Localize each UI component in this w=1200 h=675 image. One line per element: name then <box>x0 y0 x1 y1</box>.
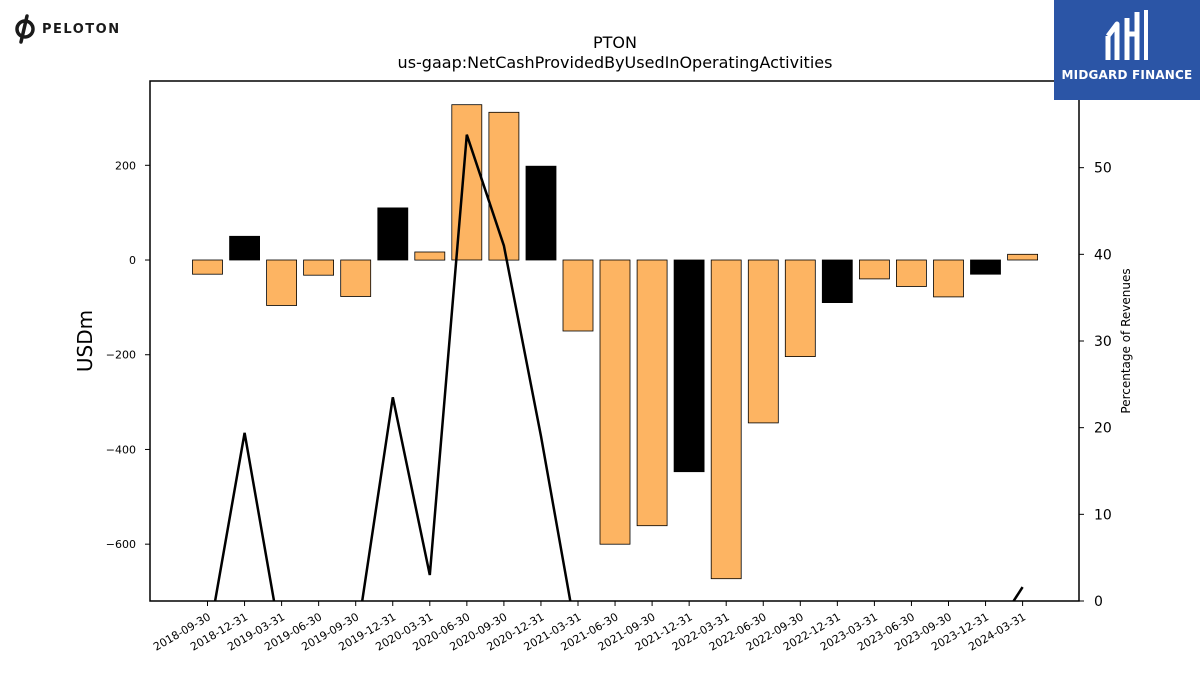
bar-2024-03-31 <box>1007 253 1038 261</box>
bar-2019-03-31 <box>266 259 298 306</box>
y-axis-left: −600 −400 −200 0 200 <box>106 159 150 551</box>
x-axis: 2018-09-302018-12-312019-03-312019-06-30… <box>151 601 1028 654</box>
bar-2019-09-30 <box>340 259 372 297</box>
bar-2019-12-31 <box>377 207 409 261</box>
bar-2021-09-30 <box>636 259 668 527</box>
bar-2023-09-30 <box>933 259 964 298</box>
y-tick-label: −400 <box>106 443 136 456</box>
y2-tick-label: 20 <box>1094 421 1112 437</box>
bar-2021-12-31 <box>673 259 705 473</box>
y-tick-label: −200 <box>106 349 136 362</box>
peloton-wordmark: PELOTON <box>42 21 121 37</box>
bar-2018-09-30 <box>192 259 223 275</box>
y2-tick-label: 0 <box>1094 594 1103 610</box>
bar-2020-09-30 <box>488 111 520 261</box>
y-tick-label: −600 <box>106 538 136 551</box>
bar-2022-06-30 <box>747 259 779 424</box>
midgard-finance-logo: MIDGARD FINANCE <box>1054 0 1200 100</box>
bar-2023-12-31 <box>970 259 1001 275</box>
y-axis-label: USDm <box>73 310 97 372</box>
midgard-wordmark: MIDGARD FINANCE <box>1061 68 1193 82</box>
bar-2022-09-30 <box>784 259 816 357</box>
y-tick-label: 200 <box>115 159 136 172</box>
peloton-logo: PELOTON <box>14 14 121 44</box>
bar-2023-06-30 <box>896 259 927 287</box>
y2-tick-label: 10 <box>1094 507 1112 523</box>
bar-2020-06-30 <box>451 104 483 261</box>
bar-2020-03-31 <box>414 251 446 261</box>
y2-tick-label: 50 <box>1094 161 1112 177</box>
bar-series <box>192 104 1038 580</box>
midgard-mark-icon <box>1105 10 1148 60</box>
chart-subtitle: us-gaap:NetCashProvidedByUsedInOperating… <box>398 53 833 72</box>
bar-2018-12-31 <box>229 235 261 261</box>
bar-2022-03-31 <box>710 259 742 580</box>
bar-2021-06-30 <box>599 259 631 545</box>
y-tick-label: 0 <box>129 254 136 267</box>
bar-2020-12-31 <box>525 165 557 261</box>
bar-2019-06-30 <box>303 259 335 276</box>
y2-tick-label: 40 <box>1094 247 1112 263</box>
y-axis-right: 0 10 20 30 40 50 <box>1079 161 1112 610</box>
y2-tick-label: 30 <box>1094 334 1112 350</box>
peloton-mark-icon <box>15 14 35 44</box>
bar-2022-12-31 <box>821 259 853 303</box>
bar-2023-03-31 <box>859 259 890 280</box>
chart-title: PTON <box>593 33 637 52</box>
y2-axis-label: Percentage of Revenues <box>1119 268 1133 413</box>
bar-2021-03-31 <box>562 259 594 332</box>
